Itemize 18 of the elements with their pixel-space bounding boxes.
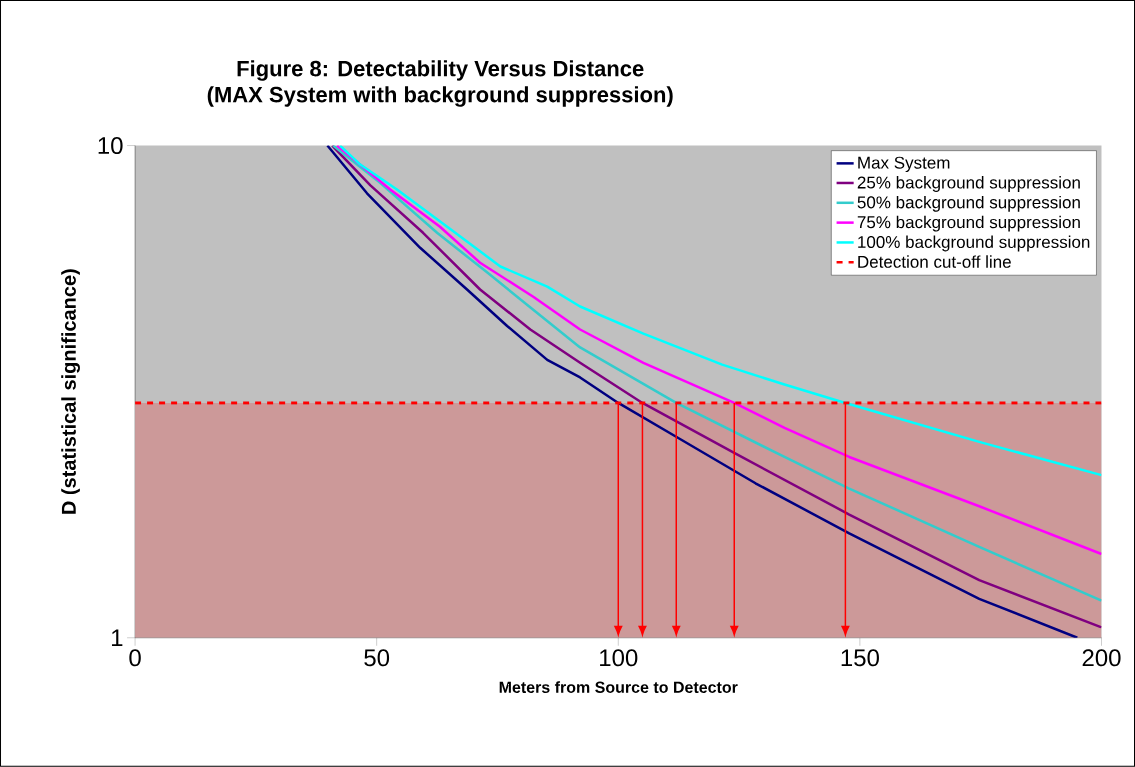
chart-subtitle: (MAX System with background suppression) bbox=[207, 86, 673, 107]
chart-title: Figure 8: Detectability Versus Distance bbox=[237, 60, 644, 81]
y-tick-label: 1 bbox=[112, 629, 123, 647]
x-tick-label: 0 bbox=[129, 649, 141, 667]
line-series bbox=[338, 145, 1102, 477]
legend-label: 25% background suppression bbox=[857, 176, 1080, 192]
y-axis-title: D (statistical significance) bbox=[61, 269, 80, 514]
legend-label: Detection cut-off line bbox=[858, 255, 1011, 268]
x-tick-label: 200 bbox=[1082, 649, 1121, 667]
legend-label: Max System bbox=[858, 156, 950, 173]
legend-label: 75% background suppression bbox=[857, 215, 1080, 232]
legend-label: 50% background suppression bbox=[857, 195, 1080, 212]
x-axis-title: Meters from Source to Detector bbox=[499, 681, 738, 694]
x-tick-label: 150 bbox=[841, 649, 879, 667]
x-tick-label: 50 bbox=[364, 649, 390, 667]
legend-label: 100% background suppression bbox=[858, 235, 1090, 252]
x-tick-label: 100 bbox=[600, 649, 638, 667]
y-tick-label: 10 bbox=[98, 137, 123, 155]
